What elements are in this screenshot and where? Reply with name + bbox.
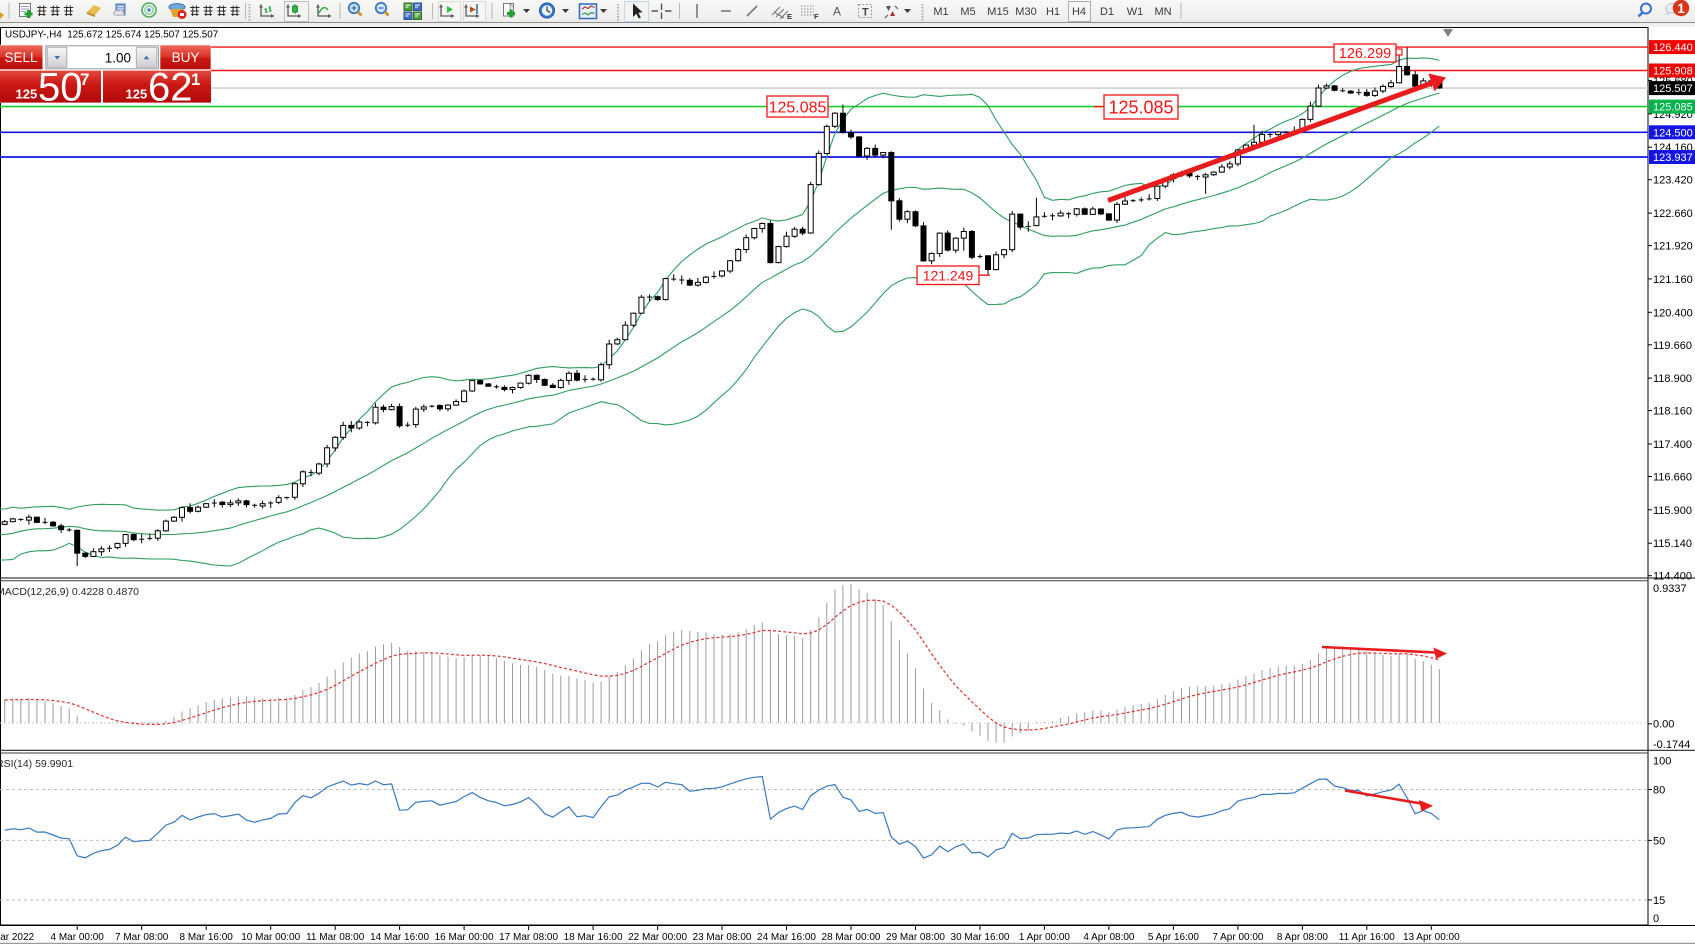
svg-text:125: 125	[126, 87, 148, 102]
svg-text:0.00: 0.00	[1653, 719, 1674, 731]
svg-text:121.160: 121.160	[1653, 274, 1693, 286]
svg-text:22 Mar 00:00: 22 Mar 00:00	[628, 932, 687, 943]
svg-text:M30: M30	[1015, 6, 1036, 18]
svg-text:RSI(14) 59.9901: RSI(14) 59.9901	[0, 758, 73, 770]
svg-text:119.660: 119.660	[1653, 340, 1692, 352]
svg-text:17 Mar 08:00: 17 Mar 08:00	[499, 932, 558, 943]
svg-text:125.507: 125.507	[1653, 83, 1693, 95]
svg-text:8 Mar 16:00: 8 Mar 16:00	[180, 932, 234, 943]
svg-text:120.400: 120.400	[1653, 307, 1693, 319]
svg-text:M5: M5	[960, 6, 975, 18]
svg-text:125.085: 125.085	[1653, 102, 1693, 114]
svg-text:MACD(12,26,9) 0.4228 0.4870: MACD(12,26,9) 0.4228 0.4870	[0, 586, 139, 598]
svg-text:E: E	[787, 12, 792, 21]
svg-text:28 Mar 00:00: 28 Mar 00:00	[822, 932, 881, 943]
svg-text:8 Apr 08:00: 8 Apr 08:00	[1277, 932, 1329, 943]
svg-text:7: 7	[80, 70, 89, 89]
svg-text:1.00: 1.00	[105, 50, 131, 65]
svg-text:118.160: 118.160	[1653, 406, 1692, 418]
svg-text:1 Apr 00:00: 1 Apr 00:00	[1019, 932, 1071, 943]
svg-text:117.400: 117.400	[1653, 439, 1692, 451]
svg-text:125.085: 125.085	[1108, 98, 1173, 118]
svg-text:0.9337: 0.9337	[1653, 583, 1687, 595]
svg-text:15: 15	[1653, 895, 1665, 907]
svg-text:125.908: 125.908	[1653, 66, 1693, 78]
svg-text:1: 1	[191, 70, 200, 89]
svg-text:H4: H4	[1072, 6, 1086, 18]
svg-text:0: 0	[1653, 913, 1659, 925]
svg-text:30 Mar 16:00: 30 Mar 16:00	[951, 932, 1010, 943]
svg-text:10 Mar 00:00: 10 Mar 00:00	[241, 932, 300, 943]
svg-text:126.440: 126.440	[1653, 42, 1693, 54]
svg-text:18 Mar 16:00: 18 Mar 16:00	[564, 932, 623, 943]
svg-text:24 Mar 16:00: 24 Mar 16:00	[757, 932, 816, 943]
svg-text:13 Apr 00:00: 13 Apr 00:00	[1403, 932, 1460, 943]
svg-text:7 Mar 08:00: 7 Mar 08:00	[115, 932, 169, 943]
svg-text:MN: MN	[1154, 6, 1171, 18]
svg-text:50: 50	[38, 66, 83, 110]
svg-text:124.500: 124.500	[1653, 127, 1693, 139]
svg-text:115.900: 115.900	[1653, 505, 1692, 517]
svg-text:50: 50	[1653, 835, 1665, 847]
svg-text:T: T	[862, 7, 869, 19]
svg-text:D1: D1	[1100, 6, 1114, 18]
svg-text:116.660: 116.660	[1653, 472, 1692, 484]
svg-text:SELL: SELL	[4, 50, 38, 65]
svg-text:121.920: 121.920	[1653, 241, 1693, 253]
svg-text:4 Mar 00:00: 4 Mar 00:00	[51, 932, 105, 943]
svg-text:126.299: 126.299	[1339, 46, 1391, 62]
svg-text:4 Apr 08:00: 4 Apr 08:00	[1083, 932, 1135, 943]
svg-text:29 Mar 08:00: 29 Mar 08:00	[886, 932, 945, 943]
svg-text:125: 125	[16, 87, 38, 102]
svg-text:1: 1	[1677, 1, 1685, 16]
svg-text:80: 80	[1653, 785, 1665, 797]
svg-text:122.660: 122.660	[1653, 208, 1693, 220]
svg-text:121.249: 121.249	[923, 267, 974, 283]
svg-text:118.900: 118.900	[1653, 373, 1692, 385]
svg-text:125.085: 125.085	[769, 99, 827, 116]
svg-text:BUY: BUY	[172, 50, 200, 65]
svg-text:123.937: 123.937	[1653, 152, 1693, 164]
svg-text:H1: H1	[1046, 6, 1060, 18]
svg-text:14 Mar 16:00: 14 Mar 16:00	[370, 932, 429, 943]
svg-text:USDJPY-,H4 125.672 125.674 12: USDJPY-,H4 125.672 125.674 125.507 125.5…	[5, 29, 218, 40]
svg-text:11 Apr 16:00: 11 Apr 16:00	[1339, 932, 1395, 943]
svg-text:115.140: 115.140	[1653, 538, 1692, 550]
svg-text:-0.1744: -0.1744	[1653, 739, 1690, 751]
svg-text:Mar 2022: Mar 2022	[0, 932, 35, 943]
svg-text:5 Apr 16:00: 5 Apr 16:00	[1148, 932, 1200, 943]
svg-text:M15: M15	[987, 6, 1008, 18]
svg-text:7 Apr 00:00: 7 Apr 00:00	[1212, 932, 1264, 943]
svg-text:62: 62	[148, 66, 193, 110]
svg-text:23 Mar 08:00: 23 Mar 08:00	[693, 932, 752, 943]
svg-text:M1: M1	[933, 6, 948, 18]
svg-text:114.400: 114.400	[1653, 571, 1692, 583]
svg-text:11 Mar 08:00: 11 Mar 08:00	[306, 932, 365, 943]
svg-text:F: F	[814, 12, 819, 21]
svg-text:W1: W1	[1127, 6, 1144, 18]
svg-text:A: A	[833, 5, 841, 19]
svg-text:16 Mar 00:00: 16 Mar 00:00	[435, 932, 494, 943]
svg-text:100: 100	[1653, 756, 1671, 768]
svg-text:123.420: 123.420	[1653, 175, 1693, 187]
